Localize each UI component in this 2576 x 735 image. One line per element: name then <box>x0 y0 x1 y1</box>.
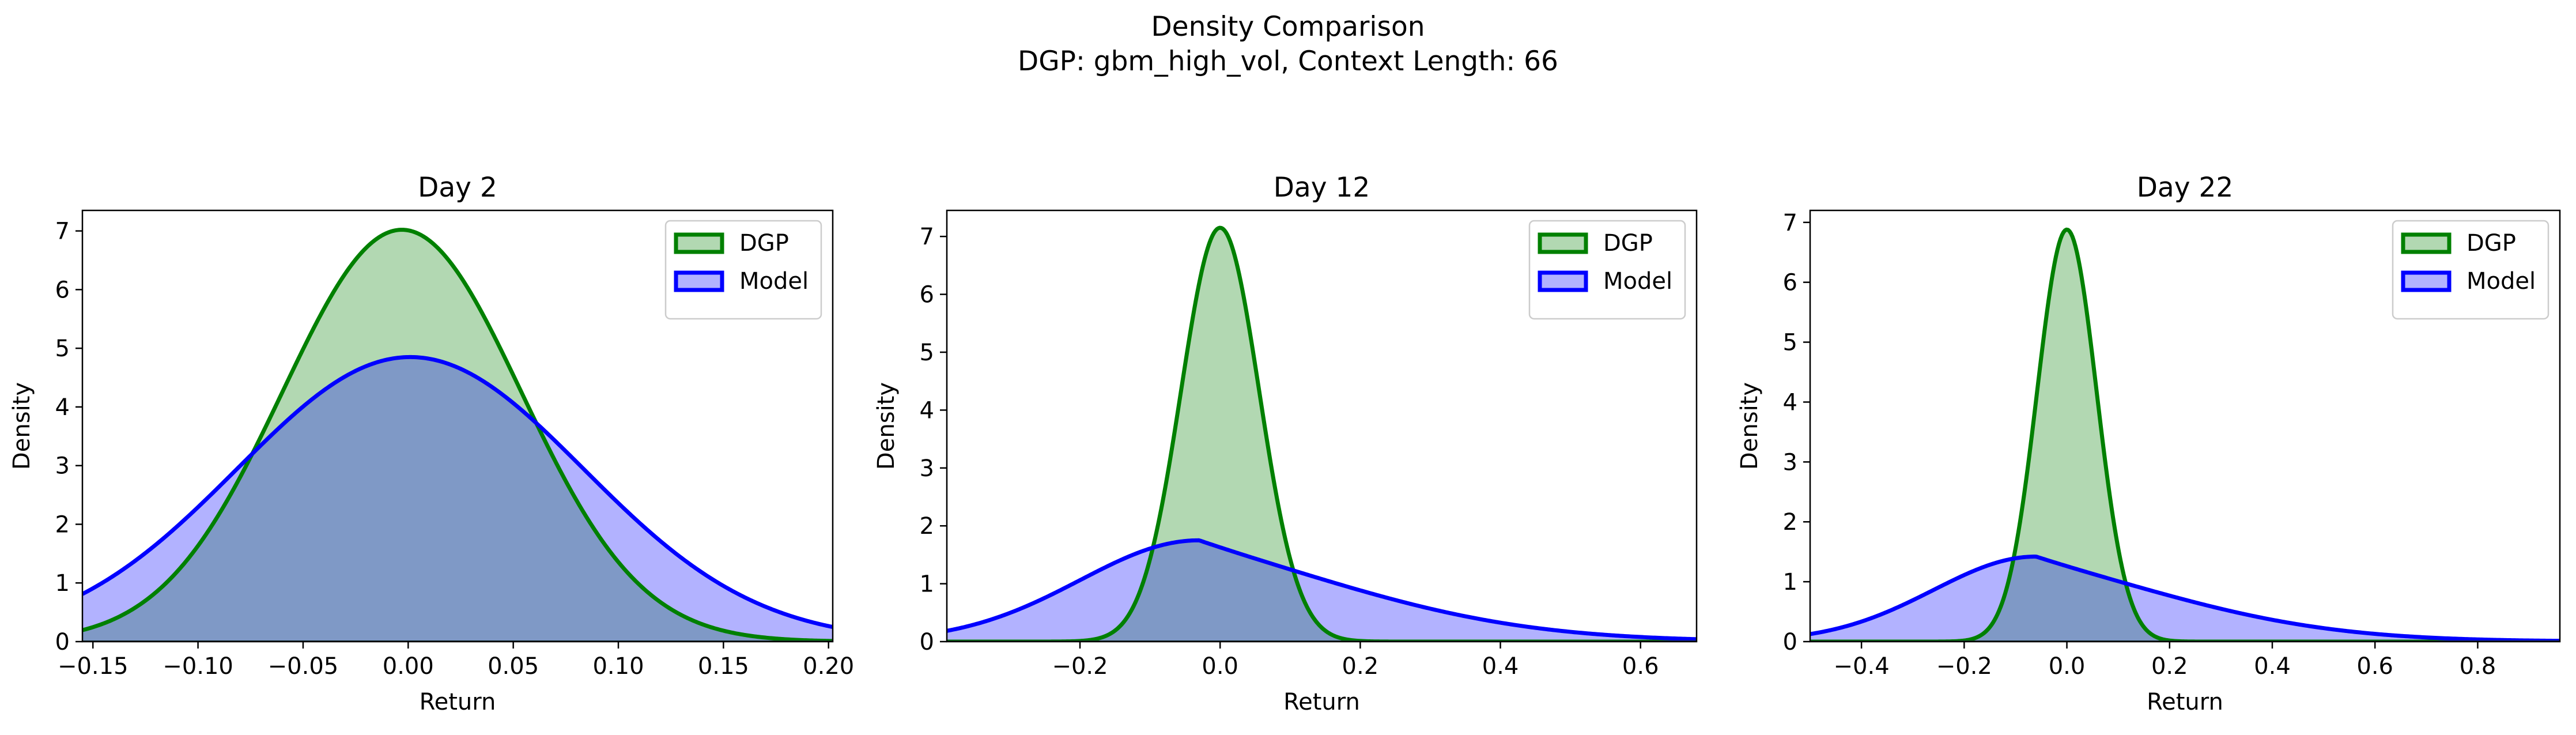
y-tick-label: 1 <box>1783 569 1797 595</box>
x-tick-label: 0.10 <box>592 653 644 680</box>
plot-area <box>82 228 833 642</box>
y-axis-label: Density <box>1736 382 1763 470</box>
y-axis-label: Density <box>873 382 900 470</box>
x-tick-label: −0.2 <box>1052 653 1108 680</box>
y-tick-label: 0 <box>55 629 70 655</box>
x-tick-label: −0.15 <box>58 653 129 680</box>
x-tick-label: −0.10 <box>163 653 233 680</box>
y-tick-label: 3 <box>920 455 934 482</box>
legend: DGP Model <box>664 220 822 320</box>
y-tick-label: 6 <box>920 282 934 308</box>
legend-label: Model <box>2467 268 2536 295</box>
legend-swatch-dgp <box>1538 232 1588 254</box>
y-tick-label: 2 <box>920 513 934 540</box>
figure-title: Density Comparison <box>1151 11 1425 43</box>
x-tick-label: 0.2 <box>1342 653 1379 680</box>
legend-label: Model <box>1603 268 1672 295</box>
y-tick-label: 1 <box>920 571 934 598</box>
x-tick-label: 0.20 <box>803 653 854 680</box>
model-density-line <box>947 538 1697 642</box>
overlap-density-fill <box>82 357 833 642</box>
legend-swatch-model <box>674 270 724 292</box>
model-density-line <box>1810 554 2560 642</box>
y-axis-label: Density <box>9 382 35 470</box>
panel-title: Day 22 <box>2137 172 2234 203</box>
chart-panel-1: −0.15 −0.10 −0.05 0.00 0.05 0.10 0.15 0.20 0 1 2 3 4… <box>9 172 854 715</box>
x-tick-label: 0.15 <box>698 653 749 680</box>
legend-label: DGP <box>2467 230 2516 257</box>
axes-frame <box>81 209 834 643</box>
legend-label: DGP <box>1603 230 1653 257</box>
y-tick-label: 3 <box>1783 449 1797 476</box>
y-tick-label: 7 <box>55 218 70 245</box>
x-axis-label: Return <box>420 689 496 715</box>
legend: DGP Model <box>2392 220 2549 320</box>
y-tick-label: 6 <box>1783 270 1797 296</box>
x-tick-label: 0.4 <box>1482 653 1519 680</box>
y-tick-label: 5 <box>920 340 934 366</box>
legend-swatch-dgp <box>674 232 724 254</box>
legend-label: Model <box>739 268 809 295</box>
y-tick-label: 7 <box>1783 210 1797 236</box>
chart-panel-3: −0.4 −0.2 0.0 0.2 0.4 0.6 0.8 0 1 2 3 4 5 6 7 Day 22 Ret… <box>1736 172 2561 715</box>
legend-label: DGP <box>739 230 789 257</box>
legend-swatch-model <box>1538 270 1588 292</box>
x-tick-label: −0.05 <box>268 653 339 680</box>
x-tick-label: 0.00 <box>383 653 434 680</box>
y-tick-label: 6 <box>55 277 70 303</box>
y-tick-label: 7 <box>920 224 934 250</box>
model-density-line <box>82 355 833 630</box>
x-tick-label: 0.05 <box>488 653 539 680</box>
y-tick-label: 5 <box>55 336 70 362</box>
x-axis-label: Return <box>2147 689 2223 715</box>
y-tick-label: 2 <box>55 511 70 538</box>
overlap-density-fill <box>947 540 1697 642</box>
chart-panel-2: −0.2 0.0 0.2 0.4 0.6 0 1 2 3 4 5 6 7 Day 12 Return Dens… <box>873 172 1698 715</box>
x-tick-label: 0.0 <box>2049 653 2086 680</box>
y-tick-label: 4 <box>55 394 70 421</box>
x-axis-label: Return <box>1283 689 1360 715</box>
panel-title: Day 12 <box>1274 172 1370 203</box>
y-tick-label: 2 <box>1783 509 1797 536</box>
y-tick-label: 4 <box>920 397 934 424</box>
x-tick-label: −0.2 <box>1936 653 1992 680</box>
x-tick-label: 0.6 <box>1622 653 1659 680</box>
legend-swatch-model <box>2401 270 2452 292</box>
dgp-density-line <box>82 228 833 642</box>
chart-panels: −0.15 −0.10 −0.05 0.00 0.05 0.10 0.15 0.2001234… <box>9 172 2561 715</box>
overlap-density-fill <box>1810 556 2560 642</box>
x-tick-label: −0.4 <box>1834 653 1890 680</box>
y-tick-label: 5 <box>1783 330 1797 356</box>
x-tick-label: 0.2 <box>2151 653 2188 680</box>
axes-frame <box>946 209 1698 643</box>
legend: DGP Model <box>1528 220 1686 320</box>
x-tick-label: 0.4 <box>2254 653 2291 680</box>
y-tick-label: 1 <box>55 570 70 597</box>
y-tick-label: 4 <box>1783 389 1797 416</box>
panel-title: Day 2 <box>418 172 497 203</box>
x-tick-label: 0.8 <box>2460 653 2496 680</box>
axes-frame <box>1809 209 2561 643</box>
y-tick-label: 3 <box>55 453 70 480</box>
y-tick-label: 0 <box>920 629 934 655</box>
x-tick-label: 0.0 <box>1202 653 1238 680</box>
legend-swatch-dgp <box>2401 232 2452 254</box>
figure-subtitle: DGP: gbm_high_vol, Context Length: 66 <box>1018 46 1558 77</box>
y-tick-label: 0 <box>1783 629 1797 655</box>
x-tick-label: 0.6 <box>2356 653 2393 680</box>
